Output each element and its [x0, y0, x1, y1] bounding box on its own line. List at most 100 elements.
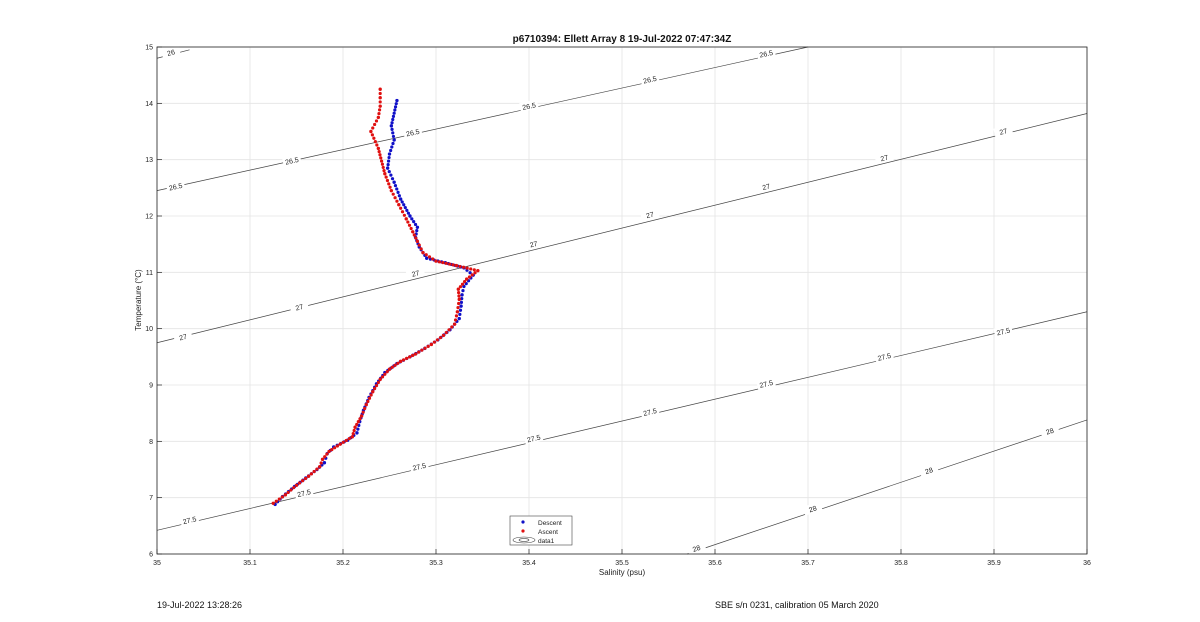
contour-label-bg [639, 207, 660, 221]
contour-label-group: 26.5 [640, 72, 660, 86]
data-point-ascent [379, 159, 384, 163]
data-point-ascent [371, 126, 375, 130]
data-point-descent [386, 159, 391, 163]
footer-timestamp: 19-Jul-2022 13:28:26 [157, 600, 243, 610]
data-point-ascent [369, 129, 373, 134]
data-point-ascent [385, 178, 390, 183]
data-point-ascent [393, 363, 397, 367]
data-point-descent [398, 197, 403, 201]
data-point-ascent [464, 277, 469, 281]
data-point-ascent [381, 165, 385, 170]
data-point-ascent [377, 149, 381, 154]
data-point-ascent [358, 417, 362, 421]
data-point-ascent [319, 461, 323, 465]
data-point-ascent [376, 380, 380, 385]
contour-label-bg [402, 125, 423, 139]
data-point-ascent [303, 476, 308, 481]
data-point-ascent [465, 266, 469, 270]
data-point-ascent [361, 410, 365, 414]
x-axis-label: Salinity (psu) [599, 568, 646, 577]
data-point-ascent [347, 437, 351, 441]
contour-label-group: 26.5 [165, 179, 186, 193]
contour-label-bg [993, 124, 1013, 138]
data-point-ascent [456, 306, 460, 310]
data-point-ascent [415, 239, 420, 244]
data-point-ascent [441, 260, 445, 265]
legend-descent-label: Descent [538, 520, 562, 527]
data-point-ascent [371, 390, 375, 394]
legend-box [509, 515, 573, 546]
data-point-ascent [402, 358, 406, 362]
contour-label: 28 [1045, 428, 1055, 437]
contour-label-bg [294, 486, 314, 500]
data-point-descent [389, 124, 394, 128]
data-point-descent [387, 170, 391, 174]
contour-label: 27 [179, 334, 188, 343]
data-point-ascent [292, 486, 296, 490]
data-point-ascent [391, 192, 395, 196]
data-point-ascent [437, 260, 442, 264]
contour-label: 27 [762, 183, 771, 192]
data-point-descent [389, 148, 393, 153]
data-point-ascent [410, 353, 415, 358]
data-point-ascent [377, 112, 381, 116]
data-point-ascent [457, 294, 461, 298]
data-point-ascent [451, 263, 455, 267]
data-point-ascent [370, 133, 374, 137]
contour-label: 27 [999, 128, 1008, 137]
y-tick-label: 14 [145, 101, 153, 108]
contour-label: 27 [529, 241, 538, 250]
data-point-descent [410, 217, 414, 221]
data-point-ascent [377, 108, 382, 112]
contour-label-group: 27 [874, 150, 894, 165]
data-point-descent [386, 162, 390, 167]
contour-label-bg [918, 463, 939, 478]
data-point-ascent [373, 140, 377, 144]
data-point-ascent [374, 119, 379, 123]
legend: Descent Ascent data1 [509, 515, 573, 546]
data-point-ascent [417, 243, 421, 247]
data-point-descent [387, 155, 391, 160]
data-point-ascent [456, 287, 461, 291]
data-point-ascent [380, 375, 385, 379]
data-point-descent [393, 183, 398, 188]
y-tick-label: 8 [149, 439, 153, 446]
contour-line-28 [686, 419, 1088, 555]
data-point-ascent [461, 265, 466, 269]
data-point-ascent [417, 350, 421, 354]
contour-label-group: 26.5 [519, 99, 539, 112]
x-tick-label: 35.1 [243, 560, 257, 567]
data-point-ascent [447, 328, 451, 332]
data-point-ascent [473, 271, 477, 275]
data-point-ascent [382, 168, 386, 173]
data-point-ascent [413, 352, 418, 356]
contour-labels: 26 26.5 26.5 26.5 26.5 26.5 26.5 27 27 27 27 27 27 27… [160, 45, 1060, 556]
data-point-ascent [432, 340, 436, 344]
data-point-descent [391, 117, 395, 122]
data-point-descent [394, 102, 398, 106]
data-point-ascent [330, 448, 334, 452]
data-point-ascent [277, 497, 281, 501]
contour-label-bg [756, 46, 776, 60]
x-tick-label: 35.6 [708, 560, 722, 567]
data-point-descent [391, 131, 395, 135]
contour-label: 26.5 [168, 183, 183, 193]
data-point-ascent [297, 481, 302, 485]
data-point-ascent [312, 469, 316, 474]
x-tick-label: 35.9 [987, 560, 1001, 567]
contour-label: 26.5 [643, 76, 658, 86]
x-tick-label: 35 [153, 560, 161, 567]
data-point-descent [425, 256, 429, 260]
x-tick-label: 35.3 [429, 560, 443, 567]
contour-label-group: 28 [802, 501, 823, 516]
contour-label: 27.5 [297, 489, 312, 499]
contour-label-group: 28 [686, 540, 707, 556]
data-point-ascent [353, 425, 357, 429]
data-point-ascent [396, 361, 400, 365]
data-point-ascent [469, 267, 473, 271]
data-point-ascent [375, 143, 379, 147]
data-point-ascent [409, 226, 413, 231]
data-point-ascent [366, 399, 370, 404]
data-point-ascent [286, 490, 290, 495]
data-point-ascent [367, 396, 372, 400]
